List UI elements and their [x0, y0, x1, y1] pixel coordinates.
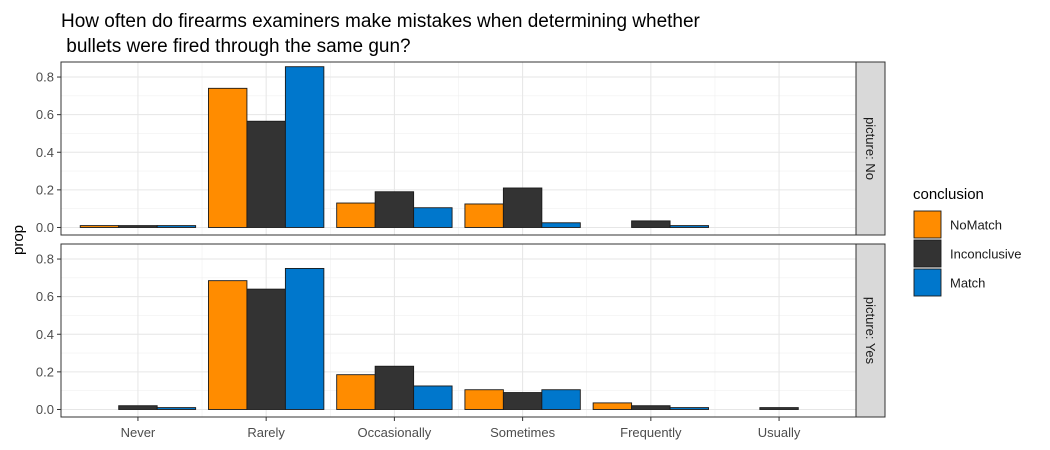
bar-inconclusive-frequently: [631, 405, 671, 410]
bar-match-sometimes: [541, 389, 581, 410]
x-axis-ticks: Never Rarely Occasionally Sometimes Frequent…: [121, 417, 801, 440]
y-tick-label: 0.2: [36, 182, 54, 197]
bar-nomatch-sometimes: [464, 203, 504, 228]
x-tick-label: Rarely: [247, 425, 285, 440]
y-axis-label: prop: [10, 225, 27, 255]
bar-nomatch-occasionally: [336, 202, 376, 228]
bar-inconclusive-never: [118, 225, 158, 228]
bar-inconclusive-usually: [759, 407, 799, 410]
bar-match-sometimes: [541, 222, 581, 228]
facet-panel: picture: No 0.0 0.2 0.4 0.6 0.8: [36, 61, 886, 236]
legend-key-match: [913, 268, 942, 297]
facet-panel: picture: Yes 0.0 0.2 0.4 0.6 0.8: [36, 243, 886, 418]
bar-inconclusive-sometimes: [502, 187, 543, 228]
facet-strip: [855, 243, 886, 418]
y-tick-label: 0.0: [36, 220, 54, 235]
y-tick-label: 0.4: [36, 145, 54, 160]
bar-nomatch-sometimes: [464, 389, 504, 410]
legend-title: conclusion: [913, 186, 984, 203]
x-tick-label: Never: [121, 425, 156, 440]
chart-title-line1: How often do firearms examiners make mis…: [61, 11, 701, 32]
legend-label-nomatch: NoMatch: [950, 218, 1002, 233]
facet-strip-label: picture: No: [863, 117, 878, 180]
bar-inconclusive-occasionally: [374, 365, 415, 410]
bar-inconclusive-never: [118, 405, 158, 410]
bar-match-occasionally: [413, 207, 453, 228]
chart-title-line2: bullets were fired through the same gun?: [61, 36, 411, 57]
y-tick-label: 0.8: [36, 252, 54, 267]
bar-match-rarely: [284, 267, 325, 410]
y-tick-label: 0.8: [36, 70, 54, 85]
bar-match-never: [156, 407, 197, 410]
bar-inconclusive-rarely: [246, 120, 286, 228]
bar-inconclusive-sometimes: [502, 392, 543, 410]
y-tick-label: 0.6: [36, 289, 54, 304]
x-tick-label: Frequently: [620, 425, 682, 440]
facet-panels: picture: No 0.0 0.2 0.4 0.6 0.8 picture: Yes 0.…: [36, 61, 886, 418]
bar-nomatch-rarely: [208, 280, 248, 410]
bar-inconclusive-frequently: [631, 220, 671, 228]
bar-match-rarely: [284, 66, 325, 228]
facet-strip: [855, 61, 886, 236]
x-tick-label: Usually: [758, 425, 801, 440]
bar-match-frequently: [669, 225, 709, 228]
legend-label-inconclusive: Inconclusive: [950, 247, 1022, 262]
bar-nomatch-rarely: [208, 87, 248, 228]
facet-strip-label: picture: Yes: [863, 297, 878, 365]
legend-key-nomatch: [913, 210, 942, 239]
bar-inconclusive-occasionally: [374, 191, 415, 228]
bar-inconclusive-rarely: [246, 288, 286, 410]
x-tick-label: Sometimes: [490, 425, 556, 440]
legend-key-inconclusive: [913, 239, 942, 268]
y-tick-label: 0.4: [36, 327, 54, 342]
y-tick-label: 0.0: [36, 402, 54, 417]
legend-label-match: Match: [950, 276, 985, 291]
x-tick-label: Occasionally: [358, 425, 432, 440]
bar-nomatch-frequently: [592, 402, 633, 410]
bar-nomatch-occasionally: [336, 374, 376, 410]
y-tick-label: 0.2: [36, 364, 54, 379]
legend: conclusion NoMatch Inconclusive Match: [913, 186, 1022, 297]
bar-match-frequently: [669, 407, 709, 410]
y-tick-label: 0.6: [36, 107, 54, 122]
bar-nomatch-never: [79, 225, 120, 228]
bar-match-never: [156, 225, 197, 228]
bar-match-occasionally: [413, 385, 453, 410]
